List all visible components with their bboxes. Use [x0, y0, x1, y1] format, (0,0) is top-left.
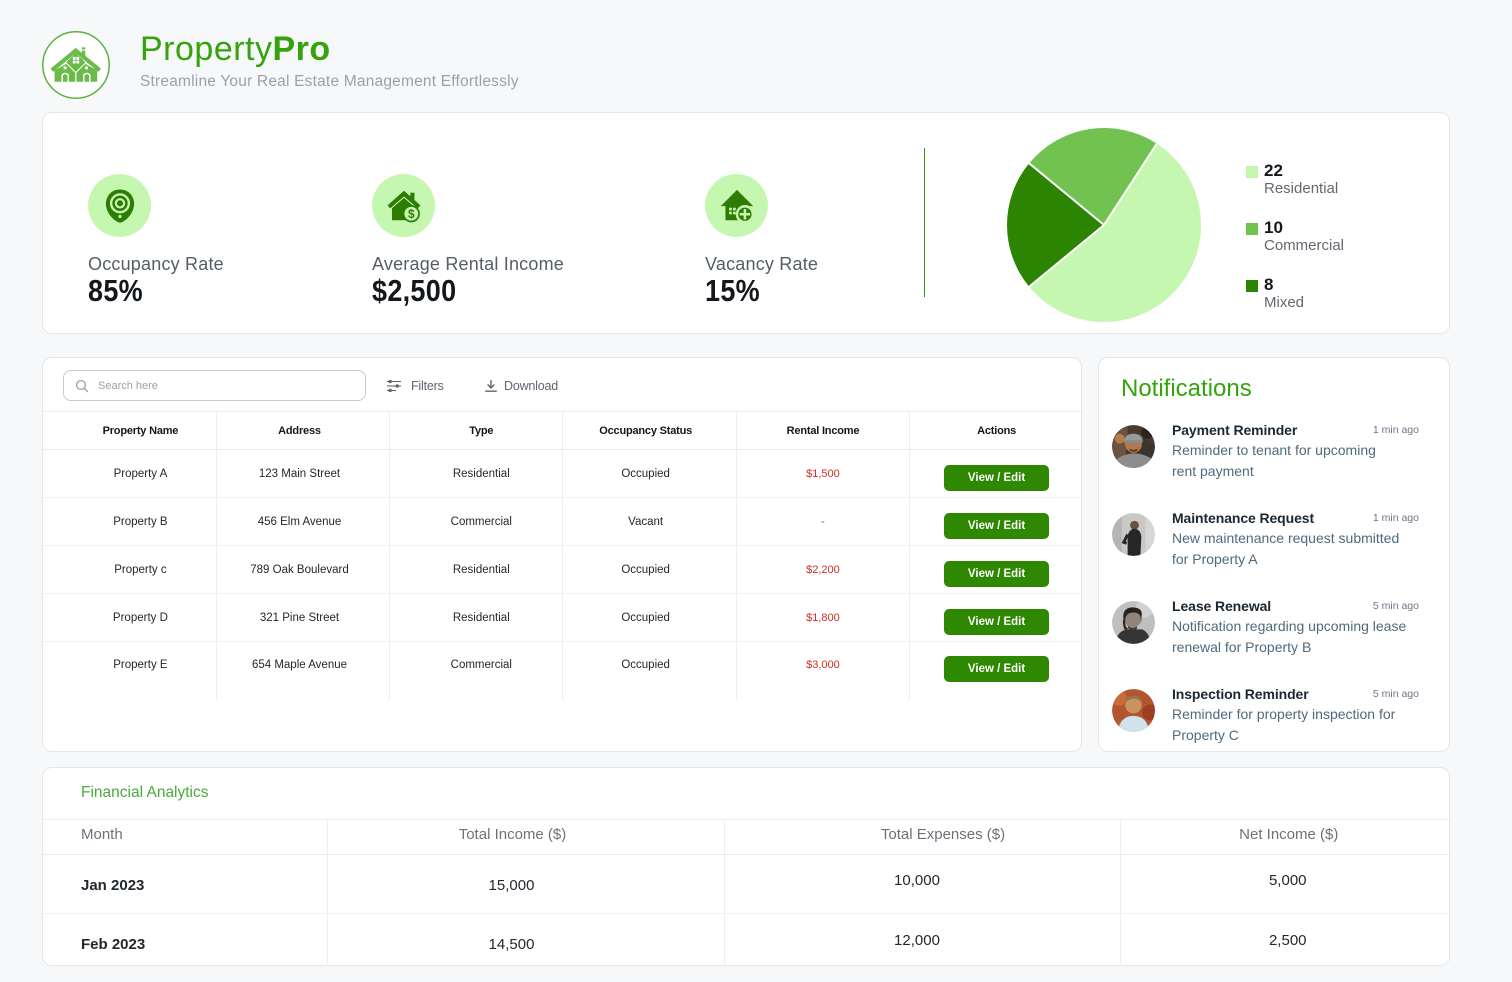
- svg-text:$: $: [407, 206, 414, 220]
